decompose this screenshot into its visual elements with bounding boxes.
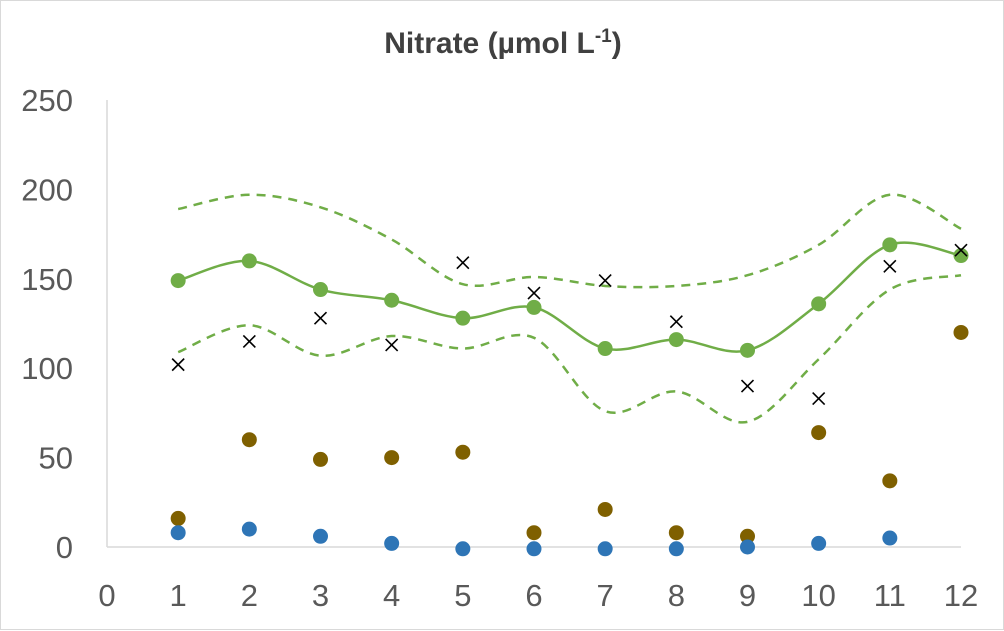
cross-stroke-b: [598, 274, 612, 288]
cross-stroke-b: [669, 315, 683, 329]
chart-title: Nitrate (µmol L-1): [384, 26, 622, 60]
point-blue-points-10: [811, 535, 827, 551]
point-mean-3: [313, 282, 328, 298]
cross-stroke-b: [242, 334, 256, 348]
cross-stroke-b: [883, 259, 897, 273]
point-crosses-6: [527, 286, 541, 300]
point-mean-10: [811, 296, 827, 312]
point-mean-12: [953, 248, 969, 264]
point-brown-points-12: [953, 324, 969, 340]
point-blue-points-3: [313, 528, 328, 544]
x-tick-label-2: 2: [241, 578, 258, 613]
y-tick-label-0: 0: [56, 530, 73, 565]
point-crosses-4: [385, 338, 399, 352]
point-brown-points-11: [882, 473, 898, 489]
point-crosses-7: [598, 274, 612, 288]
y-tick-label-250: 250: [21, 83, 73, 118]
point-crosses-3: [313, 311, 328, 325]
cross-stroke-b: [740, 379, 755, 393]
cross-stroke-b: [812, 392, 826, 406]
markers-layer: [170, 237, 969, 557]
point-crosses-12: [954, 243, 968, 257]
point-blue-points-6: [526, 541, 542, 557]
point-brown-points-4: [384, 450, 400, 466]
x-tick-label-8: 8: [668, 578, 685, 613]
point-blue-points-5: [455, 541, 471, 557]
x-tick-label-4: 4: [383, 578, 400, 613]
point-crosses-5: [456, 256, 470, 270]
point-brown-points-5: [455, 444, 471, 460]
title-superscript: -1: [595, 26, 612, 47]
point-mean-9: [740, 342, 755, 358]
x-tick-label-1: 1: [170, 578, 187, 613]
x-tick-label-9: 9: [739, 578, 756, 613]
point-crosses-2: [242, 334, 256, 348]
point-brown-points-10: [811, 425, 827, 441]
point-blue-points-9: [740, 539, 755, 555]
point-crosses-1: [171, 358, 185, 372]
point-brown-points-8: [668, 525, 684, 541]
point-mean-5: [455, 310, 471, 326]
point-blue-points-8: [668, 541, 684, 557]
axes-layer: [106, 100, 961, 548]
lines-layer: [177, 193, 962, 424]
series-line-upper-bound: [177, 193, 962, 289]
cross-stroke-b: [313, 311, 328, 325]
point-mean-4: [384, 292, 400, 308]
x-tick-label-3: 3: [312, 578, 329, 613]
point-blue-points-2: [241, 521, 257, 537]
point-brown-points-9: [740, 528, 755, 544]
x-tick-label-7: 7: [597, 578, 614, 613]
point-brown-points-7: [597, 501, 613, 517]
x-tick-label-12: 12: [944, 578, 978, 613]
y-tick-label-150: 150: [21, 262, 73, 297]
point-blue-points-4: [384, 535, 400, 551]
point-mean-8: [668, 332, 684, 348]
series-line-mean: [177, 241, 962, 353]
point-brown-points-1: [170, 510, 186, 526]
point-blue-points-1: [170, 525, 186, 541]
series-line-lower-bound: [177, 273, 962, 424]
x-tick-label-6: 6: [525, 578, 542, 613]
cross-stroke-b: [171, 358, 185, 372]
cross-stroke-b: [456, 256, 470, 270]
cross-stroke-b: [527, 286, 541, 300]
point-crosses-8: [669, 315, 683, 329]
point-blue-points-11: [882, 530, 898, 546]
title-main: Nitrate (µmol L: [384, 27, 595, 60]
point-mean-2: [241, 253, 257, 269]
point-mean-11: [882, 237, 898, 253]
x-tick-label-5: 5: [454, 578, 471, 613]
x-tick-label-11: 11: [874, 578, 906, 613]
point-blue-points-7: [597, 541, 613, 557]
y-tick-label-50: 50: [39, 441, 73, 476]
x-tick-label-10: 10: [801, 578, 835, 613]
x-tick-label-0: 0: [98, 578, 115, 613]
point-brown-points-6: [526, 525, 542, 541]
cross-stroke-b: [385, 338, 399, 352]
point-mean-6: [526, 299, 542, 315]
y-tick-label-100: 100: [21, 351, 73, 386]
point-brown-points-3: [313, 451, 328, 467]
title-suffix: ): [612, 27, 622, 60]
cross-stroke-b: [954, 243, 968, 257]
point-crosses-9: [740, 379, 755, 393]
point-crosses-10: [812, 392, 826, 406]
point-mean-7: [597, 341, 613, 357]
point-brown-points-2: [241, 432, 257, 448]
y-tick-label-200: 200: [21, 172, 73, 207]
point-crosses-11: [883, 259, 897, 273]
point-mean-1: [170, 273, 186, 289]
